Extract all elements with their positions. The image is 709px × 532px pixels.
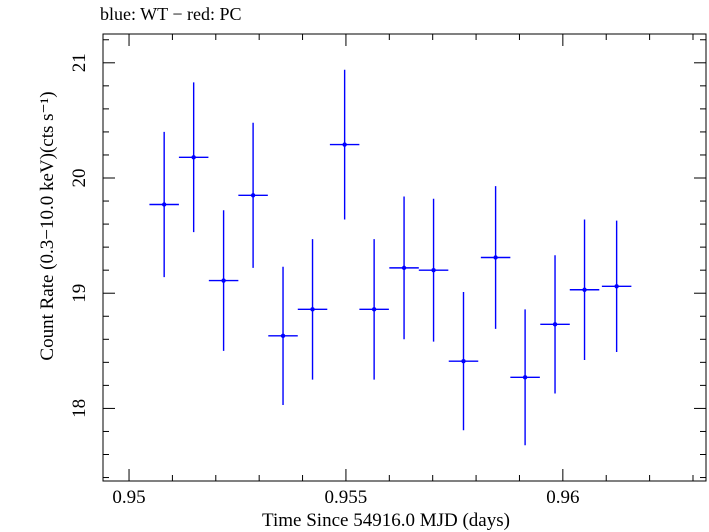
point-marker xyxy=(401,265,407,271)
y-tick-label: 21 xyxy=(69,53,90,72)
data-point xyxy=(178,82,209,233)
point-marker xyxy=(371,307,377,312)
point-marker xyxy=(614,284,619,289)
y-tick-label: 19 xyxy=(69,284,90,303)
point-marker xyxy=(342,142,347,147)
x-tick-label: 0.96 xyxy=(546,487,579,508)
data-point xyxy=(510,309,540,446)
point-marker xyxy=(522,375,528,380)
point-marker xyxy=(461,358,466,364)
data-point xyxy=(480,186,511,329)
point-marker xyxy=(431,267,436,273)
data-point xyxy=(359,239,389,380)
x-axis-label: Time Since 54916.0 MJD (days) xyxy=(262,510,510,531)
data-point xyxy=(238,122,268,268)
data-point xyxy=(149,131,179,278)
y-tick-label: 18 xyxy=(69,399,90,418)
point-marker xyxy=(552,322,558,327)
y-tick-label: 20 xyxy=(69,169,90,188)
x-tick-label: 0.95 xyxy=(112,487,145,508)
data-point xyxy=(389,196,419,340)
data-point xyxy=(297,239,328,380)
data-point xyxy=(569,219,600,361)
point-marker xyxy=(161,202,167,207)
data-point xyxy=(540,255,570,394)
point-marker xyxy=(221,278,226,283)
x-tick-label: 0.955 xyxy=(325,487,368,508)
y-axis-label: Count Rate (0.3−10.0 keV)(cts s⁻¹) xyxy=(37,91,58,360)
tick-labels: 0.95 0.955 0.96 18 19 20 21 xyxy=(69,53,579,508)
plot-border xyxy=(102,33,707,482)
point-marker xyxy=(582,287,587,292)
point-marker xyxy=(493,255,498,260)
data-points xyxy=(149,69,632,446)
data-point xyxy=(329,69,360,220)
data-point xyxy=(448,292,479,431)
data-point xyxy=(268,266,298,405)
point-marker xyxy=(310,307,315,312)
data-point xyxy=(208,210,239,351)
plot-frame xyxy=(102,33,707,482)
data-point xyxy=(418,198,449,342)
axis-ticks xyxy=(103,34,706,481)
chart-title: blue: WT − red: PC xyxy=(100,4,242,24)
data-point xyxy=(601,220,632,352)
point-marker xyxy=(250,193,256,198)
point-marker xyxy=(191,155,196,160)
point-marker xyxy=(280,333,286,339)
